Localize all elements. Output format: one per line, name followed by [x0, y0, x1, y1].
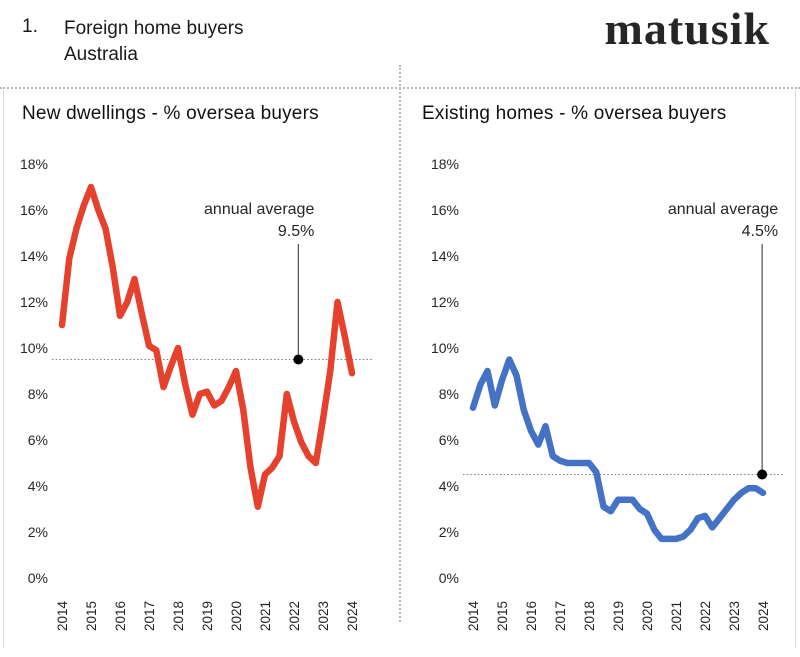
y-axis-label: 6% — [28, 432, 48, 448]
y-axis-label: 12% — [431, 294, 459, 310]
header-title: Foreign home buyers — [64, 18, 244, 39]
right-panel-border — [795, 90, 796, 648]
header-index-number: 1. — [22, 16, 38, 37]
x-axis-label: 2022 — [287, 601, 302, 631]
x-axis-label: 2022 — [698, 601, 713, 631]
x-axis-label: 2014 — [55, 600, 70, 631]
annotation-value: 4.5% — [742, 223, 778, 240]
series-line — [58, 183, 356, 510]
header-subtitle: Australia — [64, 44, 138, 65]
x-axis-label: 2023 — [316, 601, 331, 631]
annotation-dot — [757, 469, 768, 480]
y-axis-label: 12% — [20, 294, 48, 310]
y-axis-label: 0% — [28, 570, 48, 586]
annotation-dot — [293, 354, 304, 365]
y-axis-label: 4% — [28, 478, 48, 494]
x-axis-label: 2017 — [553, 601, 568, 631]
annotation-value: 9.5% — [278, 223, 314, 240]
y-axis-label: 16% — [431, 202, 459, 218]
annotation-label: annual average — [204, 201, 314, 218]
chart-title-existing-homes: Existing homes - % oversea buyers — [422, 103, 727, 124]
matusik-logo: matusik — [604, 3, 770, 54]
x-axis-label: 2023 — [727, 601, 742, 631]
y-axis-label: 4% — [439, 478, 459, 494]
x-axis-label: 2016 — [113, 601, 128, 631]
x-axis-label: 2018 — [582, 601, 597, 631]
y-axis-label: 8% — [28, 386, 48, 402]
y-axis-label: 2% — [28, 524, 48, 540]
x-axis-label: 2020 — [640, 601, 655, 631]
x-axis-label: 2017 — [142, 601, 157, 631]
y-axis-label: 6% — [439, 432, 459, 448]
y-axis-label: 8% — [439, 386, 459, 402]
left-panel-border — [3, 90, 4, 648]
x-axis-label: 2018 — [171, 601, 186, 631]
y-axis-label: 18% — [431, 156, 459, 172]
y-axis-label: 10% — [20, 340, 48, 356]
x-axis-label: 2014 — [466, 600, 481, 631]
y-axis-label: 16% — [20, 202, 48, 218]
x-axis-label: 2015 — [84, 601, 99, 631]
x-axis-label: 2020 — [229, 601, 244, 631]
y-axis-label: 2% — [439, 524, 459, 540]
x-axis-label: 2021 — [669, 601, 684, 631]
y-axis-label: 0% — [439, 570, 459, 586]
x-axis-label: 2015 — [495, 601, 510, 631]
x-axis-label: 2019 — [611, 601, 626, 631]
chart-title-new-dwellings: New dwellings - % oversea buyers — [22, 103, 319, 124]
y-axis-label: 10% — [431, 340, 459, 356]
x-axis-label: 2019 — [200, 601, 215, 631]
series-line — [469, 356, 767, 543]
x-axis-label: 2016 — [524, 601, 539, 631]
annotation-label: annual average — [668, 201, 778, 218]
panel-divider-line — [399, 65, 401, 622]
y-axis-label: 14% — [431, 248, 459, 264]
x-axis-label: 2024 — [756, 600, 771, 631]
x-axis-label: 2024 — [345, 600, 360, 631]
header-title-block: Foreign home buyers Australia — [64, 16, 244, 68]
y-axis-label: 18% — [20, 156, 48, 172]
x-axis-label: 2021 — [258, 601, 273, 631]
y-axis-label: 14% — [20, 248, 48, 264]
